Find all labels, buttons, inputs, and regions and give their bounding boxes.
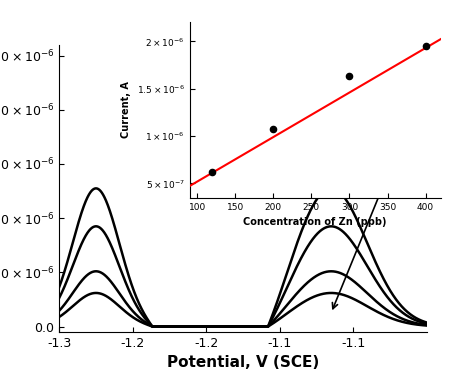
Point [346, 73, 353, 79]
Point [422, 43, 429, 49]
Y-axis label: Current, A: Current, A [121, 82, 131, 138]
Point [209, 169, 216, 175]
X-axis label: Potential, V (SCE): Potential, V (SCE) [167, 355, 319, 370]
Point [270, 126, 277, 132]
X-axis label: Concentration of Zn (ppb): Concentration of Zn (ppb) [244, 217, 387, 227]
